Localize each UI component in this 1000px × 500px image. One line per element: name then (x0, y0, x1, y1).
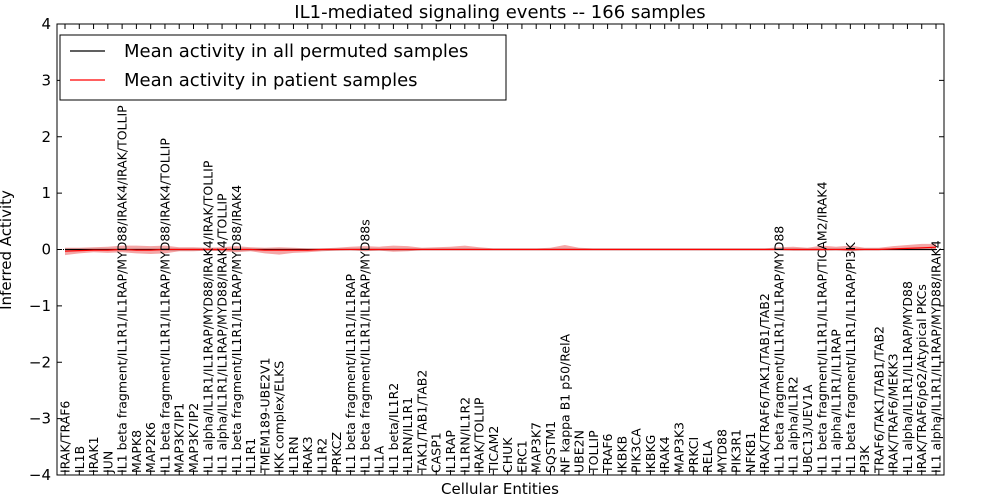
x-tick-label: IRAK4 (657, 436, 672, 473)
x-tick-label: CHUK (500, 437, 515, 473)
x-tick-label: IRAK3 (300, 436, 315, 473)
x-tick-label: IL1 beta fragment/IL1R1/IL1RAP/MYD88/IRA… (115, 105, 130, 473)
y-tick-label: −3 (29, 410, 51, 428)
x-tick-label: JUN (100, 451, 115, 474)
x-axis-label: Cellular Entities (441, 480, 559, 498)
y-tick-label: 0 (41, 241, 51, 259)
x-tick-label: IL1RN (286, 436, 301, 473)
x-tick-label: PRKCZ (329, 432, 344, 473)
x-tick-label: MAP3K7IP1 (172, 403, 187, 473)
x-tick-label: TAK1/TAB1/TAB2 (415, 370, 430, 474)
x-tick-label: IL1RAP (443, 430, 458, 473)
x-tick-label: PI3K (857, 445, 872, 473)
x-tick-label: UBE2N (572, 430, 587, 473)
x-tick-label: RELA (700, 440, 715, 473)
x-tick-label: ERC1 (514, 440, 529, 473)
x-tick-label: IL1 beta fragment/IL1R1/IL1RAP/MYD88s (357, 219, 372, 473)
x-tick-label: TRAF6 (600, 433, 615, 474)
x-tick-label: IL1R1 (243, 438, 258, 473)
x-tick-label: IL1 beta fragment/IL1R1/IL1RAP/PI3K (843, 242, 858, 473)
x-tick-label: IL1 beta fragment/IL1R1/IL1RAP/MYD88 (771, 226, 786, 473)
x-tick-label: IL1 beta fragment/IL1R1/IL1RAP/MYD88/IRA… (229, 185, 244, 473)
chart-title: IL1-mediated signaling events -- 166 sam… (294, 2, 705, 23)
x-tick-label: IL1 alpha/IL1R1/IL1RAP/MYD88 (900, 281, 915, 473)
x-tick-label: IL1 beta/IL1R2 (386, 383, 401, 473)
x-tick-label: IL1 alpha/IL1R1/IL1RAP/MYD88/IRAK4/IRAK/… (200, 160, 215, 473)
x-tick-label: NF kappa B1 p50/RelA (557, 333, 572, 473)
x-tick-label: NFKB1 (743, 432, 758, 473)
x-tick-label: IRAK1 (86, 436, 101, 473)
x-tick-label: IRAK/TOLLIP (472, 397, 487, 473)
x-tick-label: IRAK/TRAF6/p62/Atypical PKCs (914, 284, 929, 473)
x-tick-label: MAP3K3 (672, 422, 687, 473)
x-tick-label: IL1RN/IL1R1 (400, 397, 415, 473)
x-tick-label: IKBKG (643, 435, 658, 473)
y-tick-label: −2 (29, 353, 51, 371)
x-tick-label: PIK3R1 (729, 429, 744, 473)
y-tick-label: 3 (41, 71, 51, 89)
legend-patient-label: Mean activity in patient samples (124, 70, 418, 91)
x-tick-label: IL1 alpha/IL1R1/IL1RAP/MYD88/IRAK4 (929, 240, 944, 473)
x-tick-label: IL1B (72, 446, 87, 473)
legend-permuted-label: Mean activity in all permuted samples (124, 41, 468, 62)
x-tick-label: SQSTM1 (543, 421, 558, 473)
y-tick-label: −1 (29, 297, 51, 315)
x-tick-label: MYD88 (714, 429, 729, 473)
x-tick-label: MAP2K6 (143, 422, 158, 473)
x-tick-label: IRAK/TRAF6/MEKK3 (886, 353, 901, 473)
x-tick-label: PIK3CA (629, 428, 644, 473)
x-tick-label: MAPK8 (129, 430, 144, 473)
x-tick-label: IL1 beta fragment/IL1R1/IL1RAP/MYD88/IRA… (158, 138, 173, 473)
x-tick-label: IL1 beta fragment/IL1R1/IL1RAP/TICAM2/IR… (814, 182, 829, 473)
legend: Mean activity in all permuted samples Me… (59, 34, 507, 101)
x-tick-label: IL1 beta fragment/IL1R1/IL1RAP (343, 273, 358, 473)
x-tick-label: TRAF6/TAK1/TAB1/TAB2 (871, 326, 886, 474)
x-tick-label: TMEM189-UBE2V1 (257, 357, 272, 474)
y-tick-label: 1 (41, 184, 51, 202)
legend-box (59, 34, 507, 101)
y-tick-label: −4 (29, 466, 51, 484)
x-tick-label: CASP1 (429, 432, 444, 473)
x-tick-label: TICAM2 (486, 426, 501, 474)
x-tick-label: IL1 alpha/IL1R2 (786, 376, 801, 473)
series-patient-line (64, 246, 937, 252)
x-tick-label: IRAK/TRAF6/TAK1/TAB1/TAB2 (757, 293, 772, 473)
x-tick-label: IKBKB (614, 436, 629, 473)
x-tick-label: IL1RN/IL1R2 (457, 397, 472, 473)
x-tick-label: UBC13/UEV1A (800, 384, 815, 473)
y-tick-label: 4 (41, 15, 51, 33)
x-tick-label: IRAK/TRAF6 (58, 401, 73, 473)
x-tick-label: IKK complex/ELKS (272, 361, 287, 473)
y-axis-label: Inferred Activity (0, 190, 15, 310)
x-tick-label: IL1A (372, 445, 387, 473)
y-tick-label: 2 (41, 128, 51, 146)
x-tick-label: IL1R2 (315, 438, 330, 473)
x-tick-label: MAP3K7IP2 (186, 403, 201, 473)
x-tick-label: MAP3K7 (529, 422, 544, 473)
x-tick-label: PRKCI (686, 437, 701, 473)
x-tick-label: TOLLIP (586, 430, 601, 474)
x-tick-label: IL1 alpha/IL1R1/IL1RAP/MYD88/IRAK4/TOLLI… (215, 193, 230, 473)
x-tick-label: IL1 alpha/IL1R1/IL1RAP (829, 329, 844, 473)
